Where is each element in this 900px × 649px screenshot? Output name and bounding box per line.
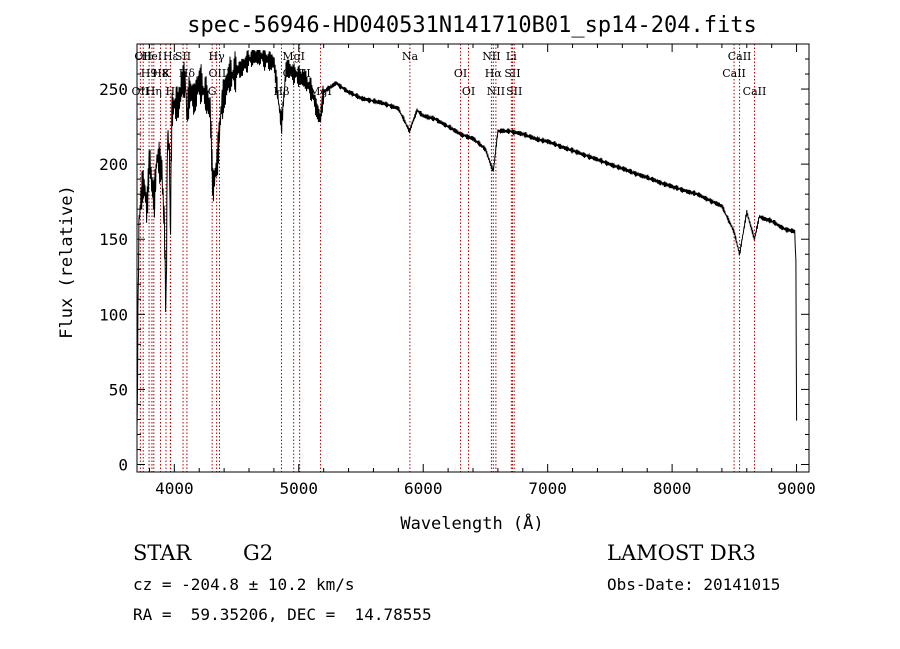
- line-label-29-0: CaII: [743, 85, 767, 98]
- line-label-19-0: OI: [454, 67, 467, 80]
- line-label-0-0: OII: [132, 85, 150, 98]
- line-label-17-0: MgI: [309, 85, 332, 98]
- y-tick-label-3: 150: [99, 230, 128, 249]
- survey-name: LAMOST DR3: [607, 541, 756, 565]
- line-label-8-0: H: [166, 85, 176, 98]
- line-label-23-0: NII: [487, 85, 505, 98]
- x-tick-label-4: 8000: [653, 479, 692, 498]
- line-label-2-0: H9: [141, 67, 158, 80]
- x-tick-label-0: 4000: [155, 479, 194, 498]
- y-tick-label-4: 200: [99, 155, 128, 174]
- redshift-velocity: cz = -204.8 ± 10.2 km/s: [133, 575, 355, 594]
- chart-title: spec-56946-HD040531N141710B01_sp14-204.f…: [187, 13, 757, 38]
- y-tick-label-1: 50: [109, 380, 128, 399]
- object-class: STAR: [133, 541, 192, 565]
- line-label-6-0: K: [162, 67, 171, 80]
- x-axis-label: Wavelength (Å): [400, 512, 543, 534]
- line-label-1-0: OII: [134, 50, 152, 63]
- spectral-line-labels: OII OII H9 HeI Hη H8K Hε H SII Hδ G Hγ OIII Hβ OIII MgI…: [132, 50, 767, 98]
- line-label-25-0: SII: [504, 67, 520, 80]
- line-label-26-0: SII: [506, 85, 522, 98]
- line-label-15-0: OIII: [283, 67, 305, 80]
- line-label-16-0: OIII: [289, 67, 311, 80]
- observation-date: Obs-Date: 20141015: [607, 575, 780, 594]
- line-label-5-0: H8: [152, 67, 169, 80]
- y-axis-label: Flux (relative): [57, 185, 77, 339]
- line-label-13-0: OIII: [208, 67, 230, 80]
- plot-frame: [136, 43, 810, 473]
- line-label-28-0: CaII: [728, 50, 752, 63]
- line-label-4-0: Hη: [146, 85, 162, 98]
- spectral-line-markers: [139, 44, 755, 472]
- line-label-10-0: Hδ: [179, 67, 196, 80]
- line-label-21-0: NII: [482, 50, 500, 63]
- line-label-15-1: MgI: [282, 50, 305, 63]
- line-label-12-0: Hγ: [209, 50, 226, 63]
- y-tick-label-5: 250: [99, 80, 128, 99]
- x-tick-label-3: 7000: [528, 479, 567, 498]
- line-label-3-0: HeI: [142, 50, 162, 63]
- spectrum-series: [136, 49, 798, 430]
- line-label-14-0: Hβ: [274, 85, 290, 98]
- x-tick-label-2: 6000: [404, 479, 443, 498]
- x-tick-label-5: 9000: [777, 479, 816, 498]
- line-label-7-0: Hε: [163, 50, 179, 63]
- y-tick-label-0: 0: [118, 455, 128, 474]
- line-label-11-0: G: [208, 85, 217, 98]
- line-label-20-0: OI: [462, 85, 475, 98]
- line-label-27-0: CaII: [722, 67, 746, 80]
- spectrum-line: [136, 49, 798, 430]
- x-tick-label-1: 5000: [280, 479, 319, 498]
- y-tick-label-2: 100: [99, 305, 128, 324]
- sky-coordinates: RA = 59.35206, DEC = 14.78555: [133, 605, 432, 624]
- line-label-18-0: Na: [402, 50, 419, 63]
- axis-ticks: 4000 5000 6000 7000 8000 9000 0 50 100 150 200 250: [99, 44, 816, 498]
- line-label-24-0: Li: [506, 50, 517, 63]
- object-subclass: G2: [243, 541, 273, 565]
- line-label-22-0: Hα: [485, 67, 503, 80]
- line-label-9-0: SII: [175, 50, 191, 63]
